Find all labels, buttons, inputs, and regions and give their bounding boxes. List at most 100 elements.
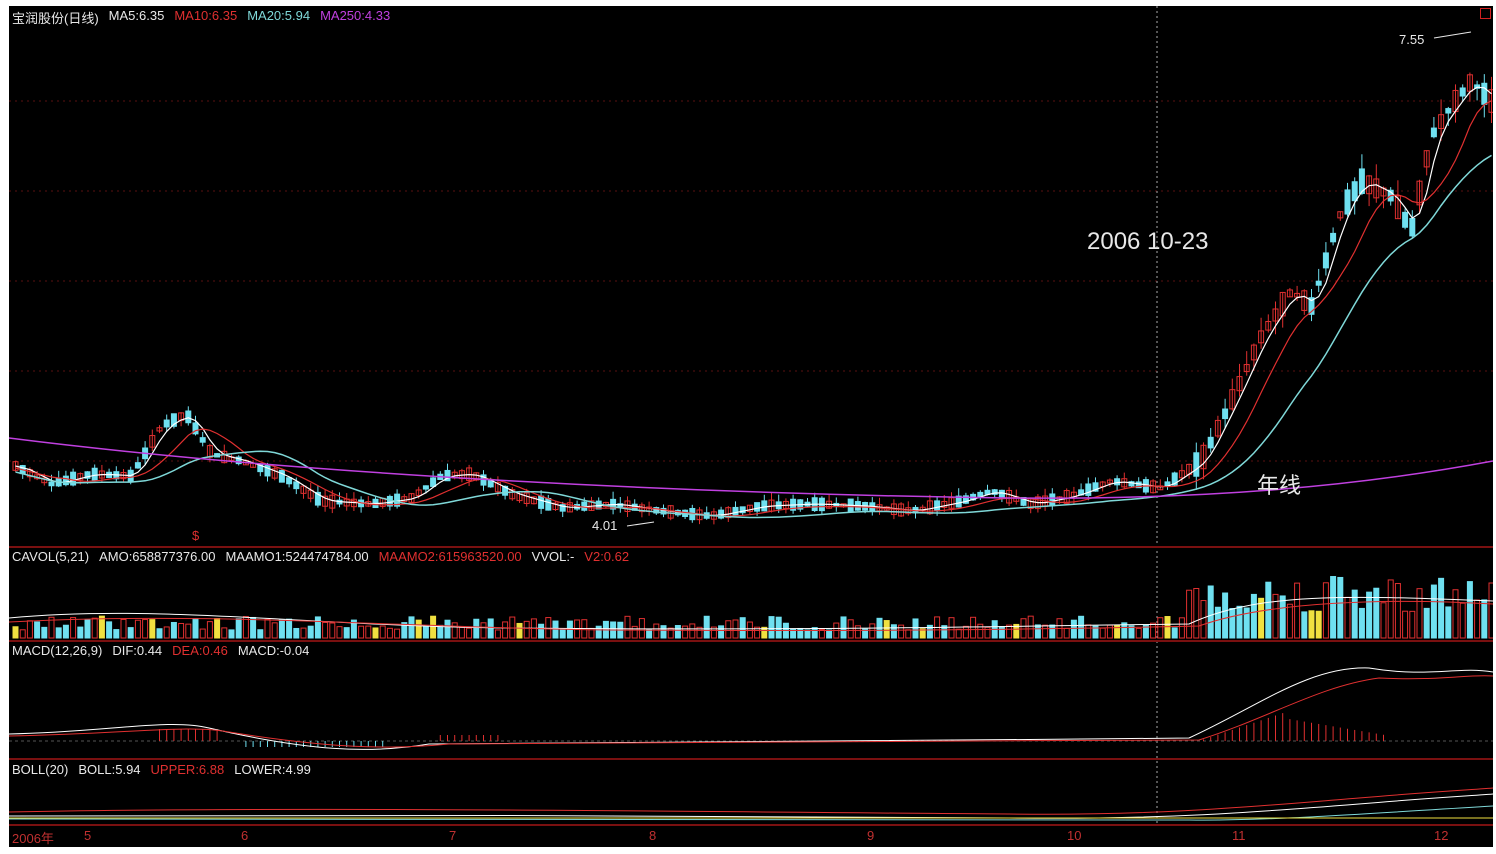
candle-body: [1430, 127, 1437, 138]
volume-bar: [624, 615, 631, 639]
candle-body: [934, 500, 941, 512]
cavol-legend: CAVOL(5,21) AMO:658877376.00 MAAMO1:5244…: [12, 549, 629, 564]
candle-body: [1466, 74, 1473, 92]
stock-chart-canvas[interactable]: [9, 6, 1493, 847]
volume-bar: [278, 619, 285, 639]
volume-bar: [62, 624, 69, 639]
ma250-value: MA250:4.33: [320, 8, 391, 23]
candle-body: [1344, 189, 1351, 215]
volume-bar: [1394, 583, 1401, 639]
volume-bar: [242, 616, 249, 639]
price-high-label: 7.55: [1399, 32, 1425, 47]
boll-label: BOLL(20): [12, 762, 69, 777]
volume-bar: [494, 629, 501, 639]
volume-bar: [358, 625, 365, 639]
candle-body: [545, 497, 552, 511]
x-axis-label: 10: [1067, 828, 1082, 843]
volume-bar: [48, 616, 55, 639]
volume-bar: [1250, 593, 1257, 639]
volume-bar: [1294, 582, 1301, 639]
volume-bar: [1322, 582, 1329, 639]
volume-bar: [1049, 624, 1056, 639]
volume-bar: [127, 627, 134, 639]
volume-bar: [422, 626, 429, 639]
candle-body: [1214, 419, 1221, 437]
volume-bar: [228, 629, 235, 639]
volume-bar: [811, 627, 818, 639]
candle-body: [401, 496, 408, 502]
volume-bar: [41, 626, 48, 639]
volume-bar: [660, 625, 667, 639]
volume-bar: [1200, 600, 1207, 639]
volume-bar: [1078, 615, 1085, 639]
candle-body: [1207, 436, 1214, 449]
volume-bar: [1020, 618, 1027, 639]
candle-body: [1222, 408, 1229, 420]
candle-body: [1330, 232, 1337, 243]
volume-bar: [840, 616, 847, 639]
candle-body: [523, 492, 530, 504]
candle-body: [494, 482, 501, 493]
panel-divider: [9, 546, 1493, 548]
volume-bar: [631, 625, 638, 639]
candle-body: [293, 481, 300, 490]
candle-body: [264, 465, 271, 477]
candle-body: [660, 507, 667, 515]
volume-bar: [170, 621, 177, 639]
volume-bar: [271, 622, 278, 639]
candle-body: [1243, 364, 1250, 373]
volume-bar: [142, 619, 149, 639]
volume-bar: [235, 618, 242, 639]
candle-body: [91, 467, 98, 481]
candle-body: [962, 495, 969, 504]
volume-bar: [1474, 599, 1481, 639]
volume-bar: [761, 626, 768, 639]
volume-bar: [1164, 616, 1171, 639]
candle-body: [286, 477, 293, 485]
volume-bar: [1423, 607, 1430, 639]
candle-body: [149, 435, 156, 448]
volume-bar: [221, 627, 228, 639]
volume-bar: [343, 627, 350, 639]
x-axis-label: 8: [649, 828, 657, 843]
candle-body: [926, 500, 933, 515]
volume-bar: [192, 618, 199, 639]
volume-bar: [1236, 605, 1243, 639]
candle-body: [192, 422, 199, 435]
maximize-icon[interactable]: [1480, 8, 1491, 19]
candle-body: [163, 419, 170, 428]
volume-bar: [250, 616, 257, 639]
candle-body: [1409, 217, 1416, 237]
candle-body: [1135, 481, 1142, 489]
volume-bar: [689, 623, 696, 639]
volume-bar: [682, 625, 689, 639]
candle-body: [1322, 252, 1329, 269]
volume-bar: [919, 628, 926, 639]
boll-mid-line: [9, 793, 1493, 819]
dif-line: [9, 667, 1493, 750]
volume-bar: [905, 629, 912, 639]
candle-body: [746, 504, 753, 512]
volume-bar: [754, 626, 761, 639]
volume-bar: [178, 622, 185, 639]
candle-body: [739, 506, 746, 514]
volume-bar: [134, 619, 141, 639]
candle-body: [1272, 308, 1279, 322]
lower-value: LOWER:4.99: [234, 762, 311, 777]
maamo2-value: MAAMO2:615963520.00: [378, 549, 522, 564]
candle-body: [718, 509, 725, 519]
main-panel-legend: 宝润股份(日线) MA5:6.35 MA10:6.35 MA20:5.94 MA…: [12, 8, 390, 27]
volume-bar: [948, 617, 955, 639]
candle-body: [1423, 150, 1430, 168]
candle-body: [1301, 290, 1308, 311]
volume-bar: [538, 623, 545, 639]
volume-bar: [487, 618, 494, 639]
volume-bar: [1178, 617, 1185, 639]
volume-bar: [1416, 588, 1423, 639]
volume-bar: [1121, 622, 1128, 639]
x-axis-label: 12: [1434, 828, 1449, 843]
candle-body: [1488, 89, 1493, 113]
x-axis-label: 6: [241, 828, 249, 843]
volume-bar: [106, 621, 113, 639]
candle-body: [221, 450, 228, 464]
